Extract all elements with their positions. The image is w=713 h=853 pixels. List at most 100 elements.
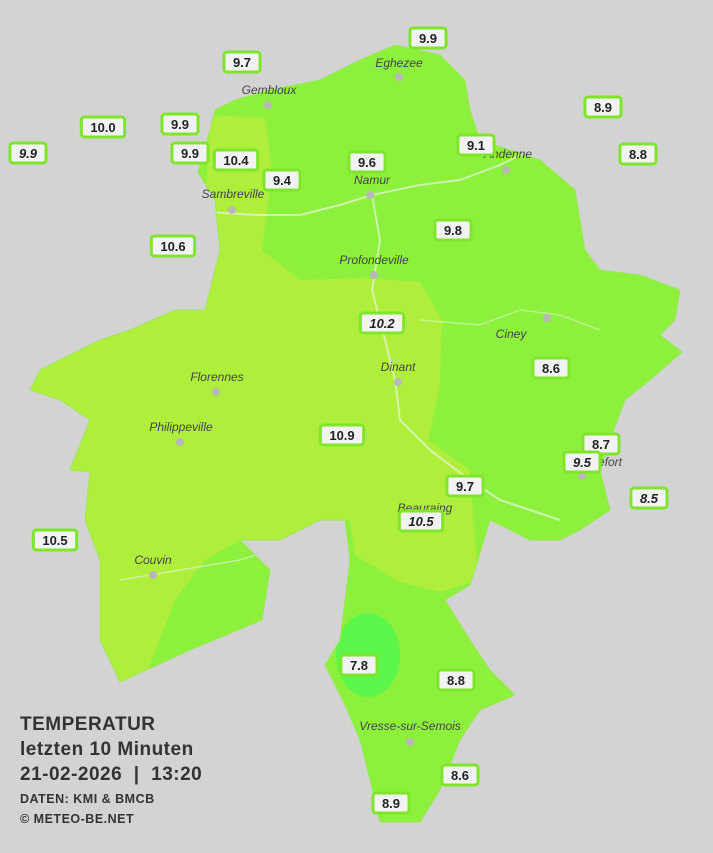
legend: TEMPERATUR letzten 10 Minuten 21-02-2026… <box>20 714 202 826</box>
station-box <box>339 653 379 677</box>
station-box <box>562 450 602 474</box>
city-label: Namur <box>354 173 391 187</box>
station-value: 8.5 <box>640 491 659 506</box>
station-box <box>149 234 197 258</box>
station-value: 8.8 <box>447 673 465 688</box>
city-label: Couvin <box>134 553 172 567</box>
city-label: Vresse-sur-Semois <box>359 719 461 733</box>
station-box <box>358 311 406 335</box>
station: 10.5 <box>397 509 445 533</box>
legend-datetime: 21-02-2026 | 13:20 <box>20 764 202 785</box>
station: 8.9 <box>371 791 411 815</box>
city-dot <box>395 73 403 81</box>
station-box <box>79 115 127 139</box>
station-value: 10.5 <box>42 533 67 548</box>
station-box <box>371 791 411 815</box>
city-label: Florennes <box>190 370 243 384</box>
station-box <box>629 486 669 510</box>
station-value: 8.9 <box>594 100 612 115</box>
station-value: 8.9 <box>382 796 400 811</box>
station: 8.8 <box>436 668 476 692</box>
station: 9.7 <box>445 474 485 498</box>
station: 9.7 <box>222 50 262 74</box>
station-value: 10.5 <box>408 514 434 529</box>
city-dot <box>543 314 551 322</box>
station: 10.4 <box>212 148 260 172</box>
city-dot <box>394 378 402 386</box>
station: 9.1 <box>456 133 496 157</box>
station-value: 9.7 <box>456 479 474 494</box>
station-value: 10.0 <box>90 120 115 135</box>
station-value: 9.9 <box>181 146 199 161</box>
city-dot <box>264 101 272 109</box>
station-value: 10.9 <box>329 428 354 443</box>
station-box <box>31 528 79 552</box>
station-box <box>445 474 485 498</box>
legend-subtitle: letzten 10 Minuten <box>20 739 194 760</box>
station-box <box>397 509 445 533</box>
station-value: 8.6 <box>451 768 469 783</box>
city-label: Eghezee <box>375 56 423 70</box>
legend-source: DATEN: KMI & BMCB <box>20 792 155 806</box>
station: 9.9 <box>170 141 210 165</box>
station: 9.8 <box>433 218 473 242</box>
city-dot <box>406 738 414 746</box>
city-label: Dinant <box>381 360 416 374</box>
station-box <box>212 148 260 172</box>
station-value: 9.1 <box>467 138 485 153</box>
city-dot <box>228 206 236 214</box>
station-value: 9.9 <box>419 31 437 46</box>
station: 8.9 <box>583 95 623 119</box>
station: 9.9 <box>408 26 448 50</box>
station-value: 10.6 <box>160 239 185 254</box>
city-label: Philippeville <box>149 420 213 434</box>
station: 8.6 <box>531 356 571 380</box>
city-label: Ciney <box>496 327 528 341</box>
station: 10.6 <box>149 234 197 258</box>
station-value: 9.9 <box>171 117 189 132</box>
city-dot <box>149 571 157 579</box>
station-value: 10.2 <box>369 316 395 331</box>
station-box <box>318 423 366 447</box>
station-box <box>222 50 262 74</box>
station: 10.5 <box>31 528 79 552</box>
station-value: 8.6 <box>542 361 560 376</box>
station: 8.6 <box>440 763 480 787</box>
station: 8.5 <box>629 486 669 510</box>
station-value: 8.8 <box>629 147 647 162</box>
zone-light <box>30 115 478 690</box>
river <box>370 194 561 521</box>
legend-copyright: © METEO-BE.NET <box>20 812 134 826</box>
station: 9.9 <box>8 141 48 165</box>
station-box <box>531 356 571 380</box>
city-dot <box>366 191 374 199</box>
station: 9.9 <box>160 112 200 136</box>
station-box <box>436 668 476 692</box>
city-dot <box>212 388 220 396</box>
city-dot <box>578 472 586 480</box>
station: 9.6 <box>347 150 387 174</box>
station-value: 9.8 <box>444 223 462 238</box>
station: 10.0 <box>79 115 127 139</box>
station-box <box>170 141 210 165</box>
stations: 9.9 9.7 8.9 10.0 9.9 9.9 9.9 10.4 9.6 9.1 8.8 9.4 10… <box>8 26 669 815</box>
station-value: 7.8 <box>350 658 368 673</box>
station-value: 9.9 <box>19 146 38 161</box>
station: 10.9 <box>318 423 366 447</box>
station: 9.5 <box>562 450 602 474</box>
station-box <box>408 26 448 50</box>
station-value: 10.4 <box>223 153 249 168</box>
station-box <box>433 218 473 242</box>
station: 9.4 <box>262 168 302 192</box>
station: 10.2 <box>358 311 406 335</box>
station-value: 9.5 <box>573 455 592 470</box>
station-box <box>618 142 658 166</box>
city-dot <box>370 271 378 279</box>
station-box <box>440 763 480 787</box>
cities: EghezeeGemblouxAndenneNamurSambrevillePr… <box>134 56 623 746</box>
station-box <box>8 141 48 165</box>
station-value: 9.6 <box>358 155 376 170</box>
city-dot <box>502 166 510 174</box>
city-label: Profondeville <box>339 253 409 267</box>
